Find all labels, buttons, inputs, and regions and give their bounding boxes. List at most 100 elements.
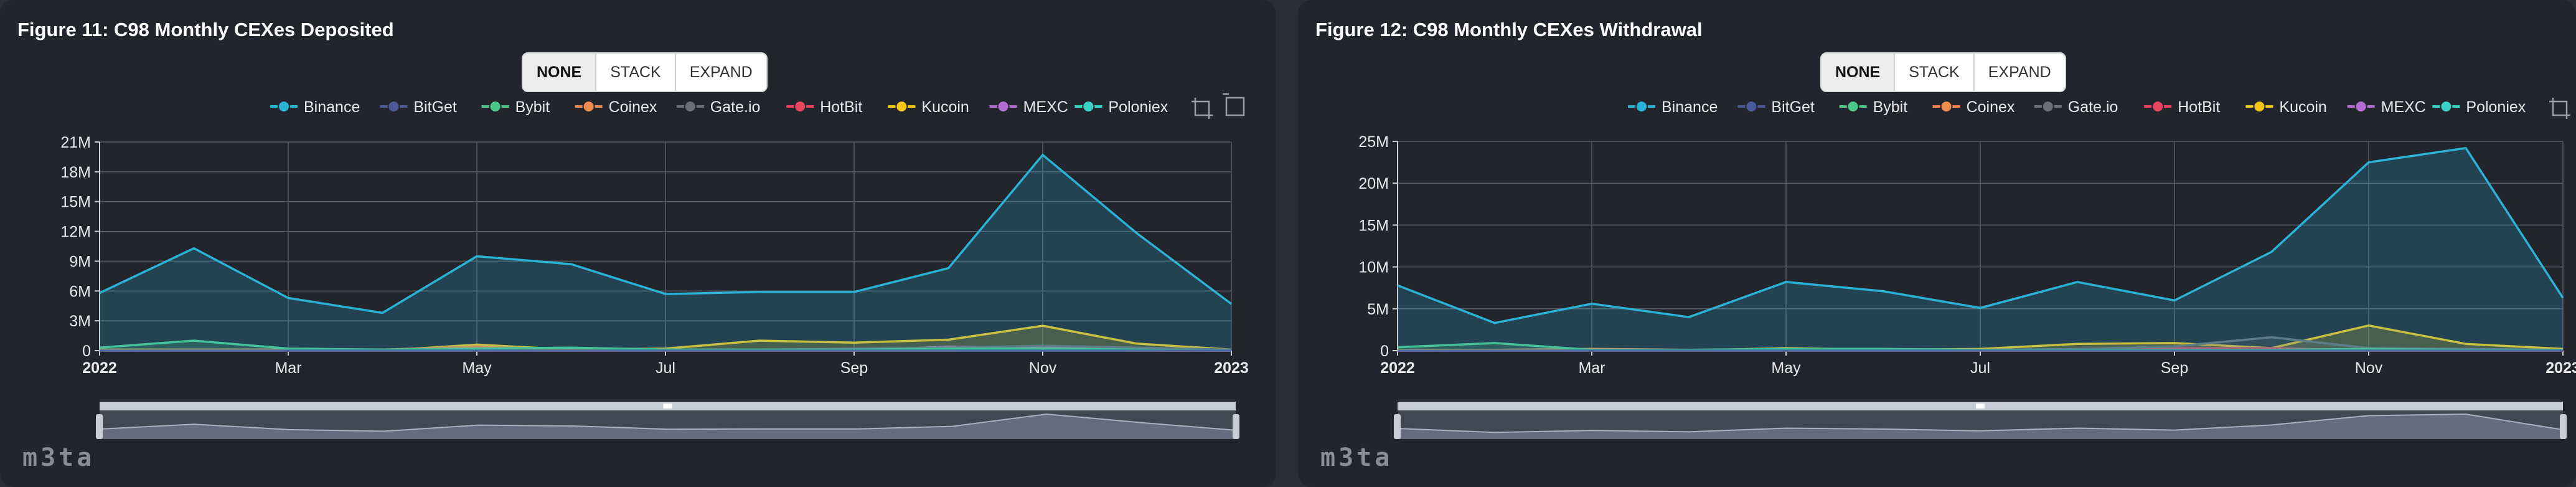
legend-label: Gate.io bbox=[710, 98, 761, 116]
legend: Binance BitGet Bybit Coinex Gate.io HotBit Kuc… bbox=[1628, 98, 2526, 116]
legend-item-binance[interactable]: Binance bbox=[1628, 98, 1718, 116]
x-tick-label: Nov bbox=[1029, 359, 1057, 377]
legend-item-bybit[interactable]: Bybit bbox=[1839, 98, 1908, 116]
data-zoom-slider[interactable] bbox=[96, 402, 1239, 439]
legend-label: HotBit bbox=[2178, 98, 2220, 116]
x-tick-label: Sep bbox=[2161, 359, 2188, 377]
x-tick-label: 2023 bbox=[1214, 359, 1249, 377]
legend-item-binance[interactable]: Binance bbox=[270, 98, 360, 116]
legend-marker bbox=[2041, 100, 2054, 113]
legend-item-hotbit[interactable]: HotBit bbox=[786, 98, 862, 116]
legend-item-bitget[interactable]: BitGet bbox=[380, 98, 457, 116]
zoom-icon-shape bbox=[1192, 98, 1213, 119]
legend-item-mexc[interactable]: MEXC bbox=[989, 98, 1068, 116]
series-area bbox=[1398, 337, 2563, 351]
legend-item-bybit[interactable]: Bybit bbox=[481, 98, 550, 116]
legend-item-coinex[interactable]: Coinex bbox=[575, 98, 657, 116]
zoom-icon-shape bbox=[2549, 98, 2570, 119]
y-tick-label: 21M bbox=[60, 134, 91, 151]
legend-label: MEXC bbox=[2381, 98, 2426, 116]
y-tick-label: 18M bbox=[60, 164, 91, 181]
series-binance[interactable] bbox=[1397, 147, 2564, 351]
legend-label: Binance bbox=[1662, 98, 1718, 116]
mode-stack-button[interactable]: STACK bbox=[1895, 54, 1975, 91]
legend-marker bbox=[895, 100, 908, 113]
slider-right-handle[interactable] bbox=[2560, 414, 2567, 439]
series-line bbox=[1397, 147, 2564, 324]
x-tick-label: May bbox=[1771, 359, 1801, 377]
mode-none-button[interactable]: NONE bbox=[1822, 54, 1896, 91]
series-group bbox=[99, 153, 1233, 352]
mode-expand-button[interactable]: EXPAND bbox=[1988, 64, 2051, 81]
x-tick-label: Nov bbox=[2355, 359, 2383, 377]
zoom-icon[interactable] bbox=[1192, 98, 1213, 119]
legend-label: MEXC bbox=[1023, 98, 1068, 116]
y-tick-label: 6M bbox=[69, 283, 91, 300]
slider-preview-area bbox=[100, 414, 1236, 439]
legend-item-poloniex[interactable]: Poloniex bbox=[1074, 98, 1168, 116]
legend-label: Bybit bbox=[1873, 98, 1908, 116]
legend-marker bbox=[1940, 100, 1953, 113]
legend-item-mexc[interactable]: MEXC bbox=[2347, 98, 2426, 116]
legend-item-poloniex[interactable]: Poloniex bbox=[2432, 98, 2526, 116]
legend-marker bbox=[684, 100, 697, 113]
legend-label: Poloniex bbox=[1108, 98, 1168, 116]
y-tick-label: 10M bbox=[1358, 259, 1389, 277]
slider-left-handle[interactable] bbox=[1394, 414, 1401, 439]
slider-drag-handle[interactable] bbox=[1976, 404, 1985, 409]
legend-label: Poloniex bbox=[2466, 98, 2526, 116]
series-binance[interactable] bbox=[99, 153, 1233, 351]
x-tick-label: Mar bbox=[275, 359, 301, 377]
mode-stack-button[interactable]: STACK bbox=[596, 54, 676, 91]
legend-marker bbox=[489, 100, 502, 113]
y-tick-label: 12M bbox=[60, 224, 91, 241]
legend-label: HotBit bbox=[820, 98, 862, 116]
legend-marker bbox=[1635, 100, 1648, 113]
withdrawal-chart-svg: Binance BitGet Bybit Coinex Gate.io HotBit Kuc… bbox=[1358, 98, 2576, 439]
legend-marker bbox=[2354, 100, 2367, 113]
legend-marker bbox=[2440, 100, 2453, 113]
mode-expand-button[interactable]: EXPAND bbox=[689, 64, 753, 81]
legend-label: Bybit bbox=[515, 98, 550, 116]
legend-item-bitget[interactable]: BitGet bbox=[1737, 98, 1815, 116]
y-tick-label: 15M bbox=[1358, 217, 1389, 234]
series-group bbox=[1397, 147, 2564, 352]
y-tick-label: 15M bbox=[60, 194, 91, 211]
x-tick-label: 2022 bbox=[82, 359, 117, 377]
series-area bbox=[1398, 148, 2563, 351]
legend-marker bbox=[794, 100, 807, 113]
legend-label: Binance bbox=[304, 98, 360, 116]
stack-mode-toggle[interactable]: NONE STACK EXPAND bbox=[1820, 52, 2066, 92]
slider-right-handle[interactable] bbox=[1233, 414, 1239, 439]
stack-mode-toggle[interactable]: NONE STACK EXPAND bbox=[522, 52, 768, 92]
legend-marker bbox=[2151, 100, 2165, 113]
legend-label: Coinex bbox=[609, 98, 657, 116]
legend-item-kucoin[interactable]: Kucoin bbox=[888, 98, 969, 116]
restore-icon[interactable] bbox=[1223, 93, 1245, 116]
legend-item-coinex[interactable]: Coinex bbox=[1932, 98, 2015, 116]
legend-item-gateio[interactable]: Gate.io bbox=[676, 98, 761, 116]
legend-item-hotbit[interactable]: HotBit bbox=[2144, 98, 2220, 116]
x-tick-label: Sep bbox=[840, 359, 868, 377]
chart-panel-withdrawal: Figure 12: C98 Monthly CEXes Withdrawal … bbox=[1298, 0, 2576, 487]
legend-marker bbox=[997, 100, 1010, 113]
legend-marker bbox=[387, 100, 400, 113]
zoom-icon[interactable] bbox=[2549, 98, 2570, 119]
series-area bbox=[100, 326, 1231, 351]
legend-item-gateio[interactable]: Gate.io bbox=[2034, 98, 2118, 116]
legend-label: Kucoin bbox=[2279, 98, 2326, 116]
slider-left-handle[interactable] bbox=[96, 414, 103, 439]
legend-item-kucoin[interactable]: Kucoin bbox=[2245, 98, 2327, 116]
chart-title: Figure 11: C98 Monthly CEXes Deposited bbox=[17, 19, 394, 40]
mode-none-button[interactable]: NONE bbox=[523, 54, 597, 91]
legend-marker bbox=[1082, 100, 1095, 113]
slider-preview-line bbox=[99, 413, 1236, 432]
legend-marker bbox=[2253, 100, 2266, 113]
x-tick-label: Jul bbox=[1970, 359, 1990, 377]
m3ta-logo: m3ta bbox=[22, 443, 95, 472]
data-zoom-slider[interactable] bbox=[1394, 402, 2567, 439]
y-tick-label: 0 bbox=[1380, 343, 1389, 360]
slider-drag-handle[interactable] bbox=[663, 404, 672, 409]
x-tick-label: 2023 bbox=[2545, 359, 2576, 377]
legend-label: Kucoin bbox=[921, 98, 969, 116]
